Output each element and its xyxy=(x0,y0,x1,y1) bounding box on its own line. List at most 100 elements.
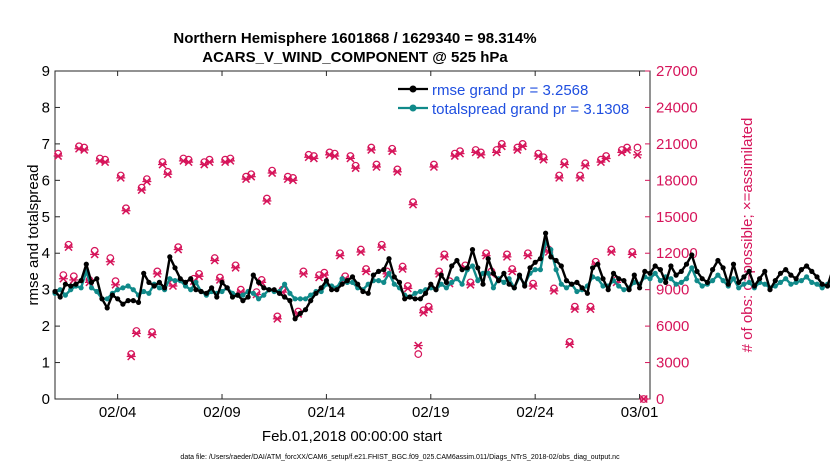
x-axis: 02/04 02/09 02/14 02/19 02/24 03/01 xyxy=(99,71,658,421)
data-point-rmse xyxy=(396,279,403,285)
data-point-rmse xyxy=(381,267,387,273)
data-point-rmse xyxy=(428,281,434,287)
data-point-rmse xyxy=(256,279,262,285)
data-point-rmse xyxy=(245,294,251,300)
data-point-rmse xyxy=(459,267,465,273)
data-point-rmse xyxy=(563,278,570,284)
x-tick-label: 02/19 xyxy=(412,404,450,421)
obs-assimilated-marker xyxy=(429,162,439,172)
data-point-rmse xyxy=(120,301,126,307)
data-point-totalspread xyxy=(652,270,658,276)
data-point-rmse xyxy=(621,278,627,284)
data-point-rmse xyxy=(229,294,236,300)
data-point-rmse xyxy=(68,283,74,289)
data-point-rmse xyxy=(694,268,700,274)
obs-assimilated-marker xyxy=(377,243,387,252)
obs-assimilated-marker xyxy=(246,172,256,181)
obs-assimilated-marker xyxy=(528,281,538,291)
data-point-rmse xyxy=(543,230,549,236)
obs-possible-marker xyxy=(633,143,642,152)
data-point-rmse xyxy=(266,287,272,293)
data-point-rmse xyxy=(344,278,350,284)
data-point-rmse xyxy=(793,276,799,282)
data-point-rmse xyxy=(741,274,747,280)
data-point-rmse xyxy=(376,268,382,274)
data-point-totalspread xyxy=(532,267,538,273)
obs-assimilated-marker xyxy=(596,158,606,167)
data-point-rmse xyxy=(162,285,168,291)
data-point-rmse xyxy=(558,263,564,269)
data-point-totalspread xyxy=(120,285,126,291)
y-tick-label-right: 0 xyxy=(656,391,664,408)
data-point-rmse xyxy=(104,305,110,311)
obs-assimilated-marker xyxy=(272,314,282,323)
obs-assimilated-marker xyxy=(204,158,214,167)
y-tick-label-left: 6 xyxy=(42,172,50,189)
data-point-totalspread xyxy=(282,281,288,287)
data-point-rmse xyxy=(777,270,784,276)
y-tick-label-left: 5 xyxy=(42,209,50,226)
y-tick-label-right: 18000 xyxy=(656,172,698,189)
data-point-totalspread xyxy=(501,279,507,285)
data-point-rmse xyxy=(469,247,476,253)
data-point-rmse xyxy=(88,279,95,285)
data-point-rmse xyxy=(501,270,507,276)
data-point-totalspread xyxy=(438,281,444,287)
obs-assimilated-marker xyxy=(147,330,157,339)
data-point-totalspread xyxy=(94,288,100,295)
data-point-totalspread xyxy=(386,270,392,276)
y-tick-label-right: 27000 xyxy=(656,63,698,80)
data-point-rmse xyxy=(527,265,533,271)
data-point-rmse xyxy=(579,285,585,291)
data-point-rmse xyxy=(78,278,84,284)
data-point-rmse xyxy=(824,283,830,289)
data-point-totalspread xyxy=(240,292,246,298)
y-tick-label-left: 3 xyxy=(42,282,50,299)
data-point-rmse xyxy=(663,279,669,285)
footer-datafile: data file: /Users/raeder/DAI/ATM_forcXX/… xyxy=(180,454,620,461)
data-point-rmse xyxy=(788,272,794,278)
data-point-rmse xyxy=(214,294,220,300)
data-point-rmse xyxy=(673,272,679,278)
obs-assimilated-marker xyxy=(606,247,616,257)
data-point-rmse xyxy=(762,268,768,274)
data-point-rmse xyxy=(715,257,721,264)
data-point-rmse xyxy=(631,272,637,278)
data-point-rmse xyxy=(704,279,711,285)
data-point-rmse xyxy=(360,288,366,295)
obs-assimilated-marker xyxy=(565,340,575,349)
data-point-rmse xyxy=(370,272,376,278)
data-point-rmse xyxy=(282,294,288,300)
data-point-rmse xyxy=(449,263,455,269)
obs-assimilated-marker xyxy=(392,167,402,176)
data-point-totalspread xyxy=(188,287,194,293)
data-point-totalspread xyxy=(261,292,267,298)
data-point-rmse xyxy=(334,287,340,293)
obs-assimilated-marker xyxy=(330,152,340,161)
obs-assimilated-marker xyxy=(116,173,126,182)
data-point-totalspread xyxy=(115,287,121,293)
data-point-rmse xyxy=(548,254,554,260)
data-point-rmse xyxy=(616,276,622,282)
data-point-totalspread xyxy=(798,278,805,284)
obs-assimilated-marker xyxy=(121,206,131,215)
data-point-totalspread xyxy=(793,279,799,285)
data-point-rmse xyxy=(417,296,423,302)
data-point-rmse xyxy=(209,285,215,291)
data-point-rmse xyxy=(464,265,470,271)
data-point-rmse xyxy=(569,281,575,287)
data-point-rmse xyxy=(480,281,486,287)
obs-assimilated-marker xyxy=(413,341,423,350)
obs-assimilated-marker xyxy=(502,252,512,261)
x-tick-label: 02/24 xyxy=(516,404,554,421)
obs-assimilated-marker xyxy=(497,142,507,151)
obs-assimilated-marker xyxy=(267,169,277,178)
data-point-rmse xyxy=(146,279,152,285)
data-point-rmse xyxy=(496,278,502,284)
data-point-totalspread xyxy=(156,285,162,291)
data-point-totalspread xyxy=(454,276,460,282)
data-point-rmse xyxy=(292,316,298,322)
obs-assimilated-marker xyxy=(549,286,559,295)
data-point-rmse xyxy=(730,261,737,267)
data-point-totalspread xyxy=(88,285,95,291)
